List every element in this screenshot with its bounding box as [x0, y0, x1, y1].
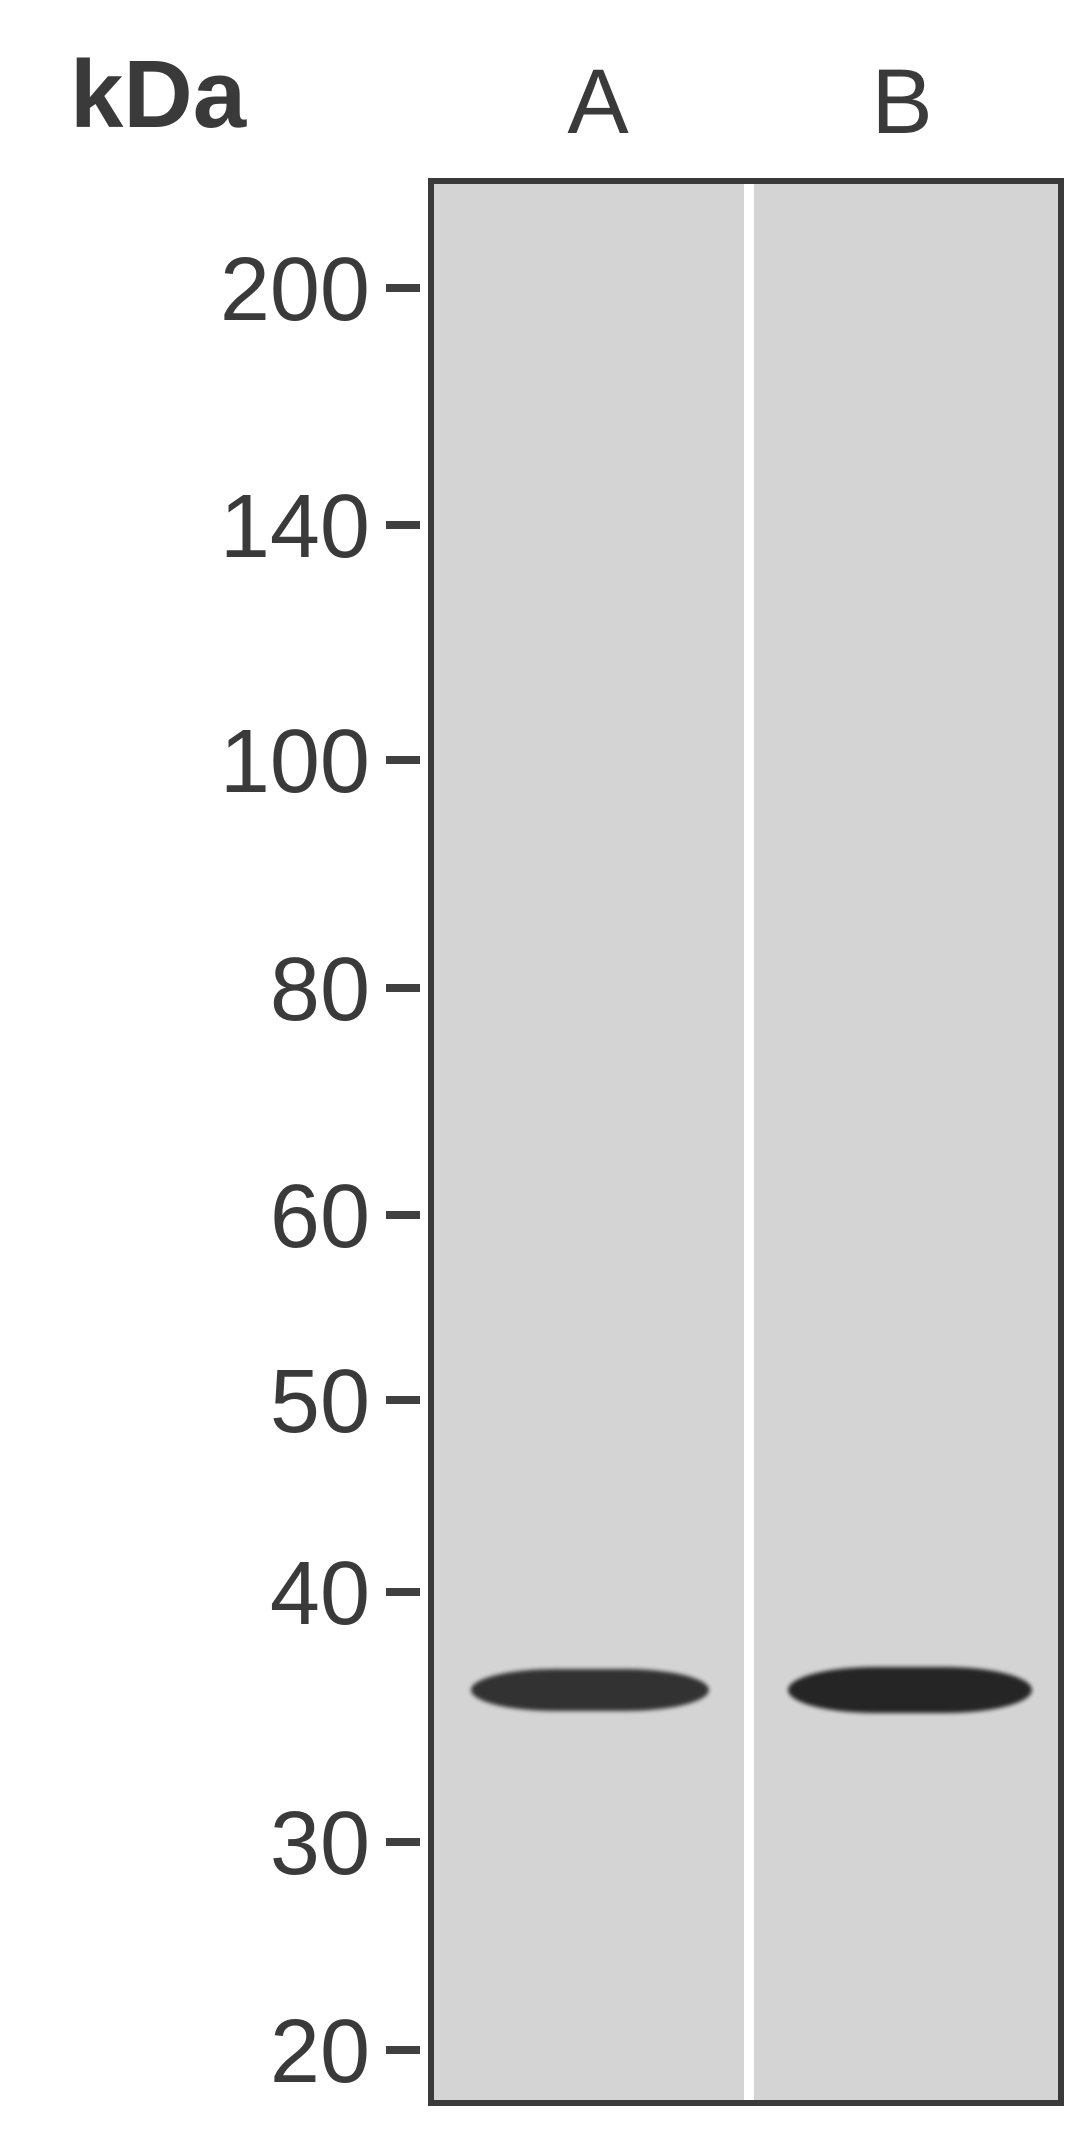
tick-label-100: 100: [0, 711, 370, 814]
tick-mark-20: [386, 2046, 420, 2054]
tick-mark-60: [386, 1211, 420, 1219]
tick-label-200: 200: [0, 239, 370, 342]
tick-label-50: 50: [0, 1351, 370, 1454]
tick-label-140: 140: [0, 476, 370, 579]
axis-unit-label: kDa: [70, 40, 246, 150]
tick-label-60: 60: [0, 1166, 370, 1269]
tick-mark-200: [386, 284, 420, 292]
band-lane-a: [471, 1669, 709, 1711]
tick-label-30: 30: [0, 1793, 370, 1896]
tick-mark-50: [386, 1396, 420, 1404]
lane-label-a: A: [558, 50, 638, 155]
tick-mark-140: [386, 521, 420, 529]
lane-label-b: B: [862, 50, 942, 155]
tick-label-40: 40: [0, 1543, 370, 1646]
tick-mark-40: [386, 1588, 420, 1596]
tick-mark-100: [386, 756, 420, 764]
blot-membrane: [428, 178, 1064, 2106]
band-lane-b: [788, 1667, 1032, 1713]
western-blot-figure: kDa A B 200 140 100 80 60 50 40 30 20: [0, 0, 1080, 2139]
tick-label-80: 80: [0, 939, 370, 1042]
tick-mark-80: [386, 984, 420, 992]
tick-label-20: 20: [0, 2001, 370, 2104]
lane-divider: [744, 184, 754, 2100]
tick-mark-30: [386, 1838, 420, 1846]
